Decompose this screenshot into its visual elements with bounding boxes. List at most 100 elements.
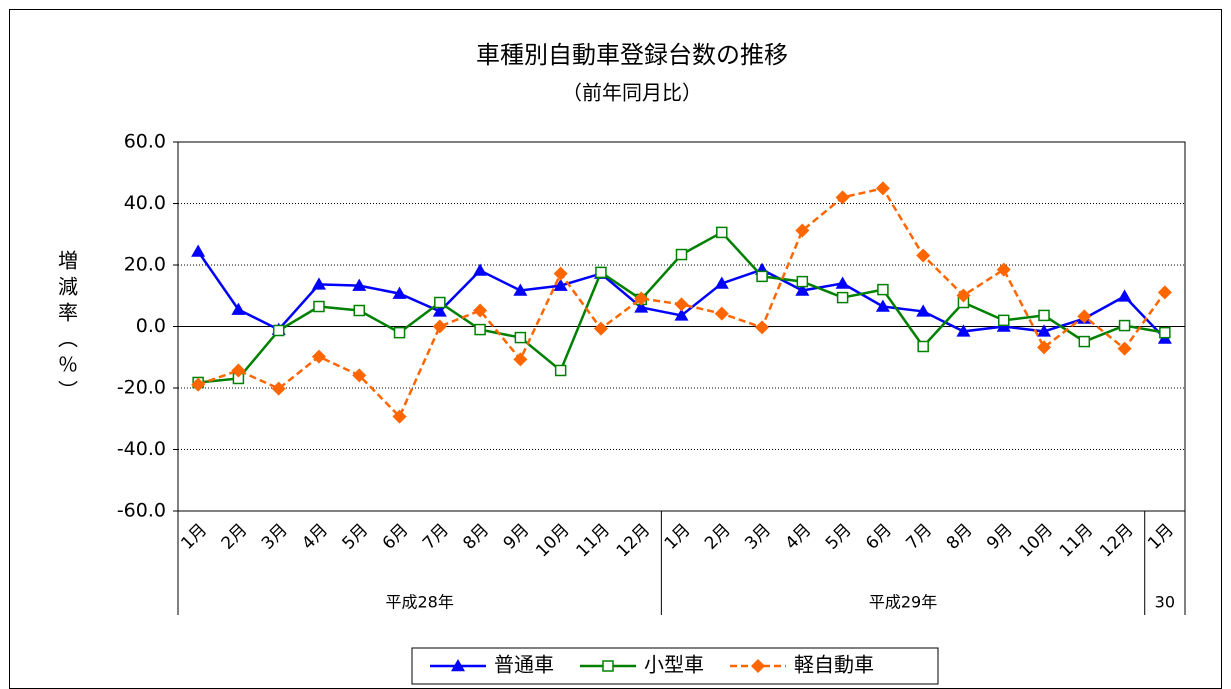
marker xyxy=(996,262,1011,277)
marker xyxy=(392,286,407,299)
marker xyxy=(191,244,206,257)
marker xyxy=(1038,309,1050,322)
x-group-label: 平成28年 xyxy=(385,593,453,612)
y-tick-label: 0.0 xyxy=(136,315,166,337)
x-tick-label: 4月 xyxy=(298,520,332,554)
x-tick-label: 5月 xyxy=(339,520,373,554)
y-axis-label: 増減率（％） xyxy=(55,250,79,406)
marker xyxy=(311,277,326,290)
marker xyxy=(451,659,465,672)
x-tick-label: 12月 xyxy=(613,520,654,561)
marker xyxy=(313,300,325,313)
marker xyxy=(311,349,326,364)
marker xyxy=(554,364,567,377)
marker xyxy=(634,291,649,306)
marker xyxy=(513,283,528,296)
marker xyxy=(956,288,971,303)
marker xyxy=(1117,289,1132,302)
marker xyxy=(514,331,527,344)
marker xyxy=(434,296,446,309)
x-tick-label: 11月 xyxy=(1056,520,1097,561)
x-tick-label: 6月 xyxy=(379,520,413,554)
marker xyxy=(432,319,447,334)
marker xyxy=(796,275,809,288)
marker xyxy=(271,381,286,396)
marker xyxy=(877,283,889,296)
x-tick-label: 11月 xyxy=(573,520,614,561)
marker xyxy=(473,263,488,276)
marker xyxy=(393,326,406,339)
legend-label: 普通車 xyxy=(494,653,554,677)
marker xyxy=(553,266,568,281)
marker xyxy=(1118,319,1131,332)
marker xyxy=(714,276,729,289)
marker xyxy=(795,223,810,238)
marker xyxy=(716,226,728,239)
marker xyxy=(674,308,689,321)
marker xyxy=(473,303,488,318)
marker xyxy=(1159,326,1171,339)
marker xyxy=(1117,341,1132,356)
marker xyxy=(917,340,929,353)
x-tick-label: 8月 xyxy=(943,520,977,554)
marker xyxy=(593,321,608,336)
x-tick-label: 1月 xyxy=(661,520,695,554)
marker xyxy=(997,314,1010,327)
marker xyxy=(835,276,850,289)
marker xyxy=(353,304,366,317)
x-group-label: 30 xyxy=(1155,593,1175,612)
marker xyxy=(352,278,367,291)
chart-subtitle: （前年同月比） xyxy=(562,81,702,105)
x-tick-label: 9月 xyxy=(983,520,1017,554)
x-tick-label: 5月 xyxy=(822,520,856,554)
x-tick-label: 2月 xyxy=(701,520,735,554)
marker xyxy=(352,368,367,383)
marker xyxy=(714,306,729,321)
x-tick-label: 8月 xyxy=(459,520,493,554)
marker xyxy=(956,324,971,337)
marker xyxy=(513,352,528,367)
marker xyxy=(231,363,246,378)
marker xyxy=(1157,285,1172,300)
x-tick-label: 6月 xyxy=(862,520,896,554)
marker xyxy=(795,283,810,296)
x-tick-label: 2月 xyxy=(218,520,252,554)
marker xyxy=(191,377,206,392)
marker xyxy=(634,300,649,313)
x-tick-label: 7月 xyxy=(419,520,453,554)
y-tick-label: 40.0 xyxy=(124,192,166,214)
marker xyxy=(875,299,890,312)
marker xyxy=(474,323,486,336)
marker xyxy=(272,324,285,337)
x-tick-label: 3月 xyxy=(741,520,775,554)
marker xyxy=(916,304,931,317)
marker xyxy=(1037,324,1052,337)
x-tick-label: 12月 xyxy=(1096,520,1137,561)
y-tick-label: 20.0 xyxy=(124,254,166,276)
marker xyxy=(835,190,850,205)
x-tick-label: 4月 xyxy=(782,520,816,554)
x-group-label: 平成29年 xyxy=(869,593,937,612)
chart-title: 車種別自動車登録台数の推移 xyxy=(476,41,788,69)
x-tick-label: 1月 xyxy=(177,520,211,554)
y-tick-label: 60.0 xyxy=(124,131,166,153)
x-tick-label: 9月 xyxy=(500,520,534,554)
marker xyxy=(751,659,765,673)
marker xyxy=(756,270,768,283)
marker xyxy=(1078,335,1091,348)
x-tick-label: 3月 xyxy=(258,520,292,554)
legend-label: 軽自動車 xyxy=(794,653,874,677)
marker xyxy=(1077,309,1092,324)
marker xyxy=(553,278,568,291)
x-tick-label: 10月 xyxy=(532,520,573,561)
x-tick-label: 1月 xyxy=(1144,520,1178,554)
x-tick-label: 10月 xyxy=(1016,520,1057,561)
marker xyxy=(602,660,614,672)
marker xyxy=(595,266,607,279)
legend-box xyxy=(411,647,939,685)
marker xyxy=(916,248,931,263)
marker xyxy=(1037,340,1052,355)
y-tick-label: -40.0 xyxy=(117,438,166,460)
y-tick-label: -20.0 xyxy=(117,377,166,399)
